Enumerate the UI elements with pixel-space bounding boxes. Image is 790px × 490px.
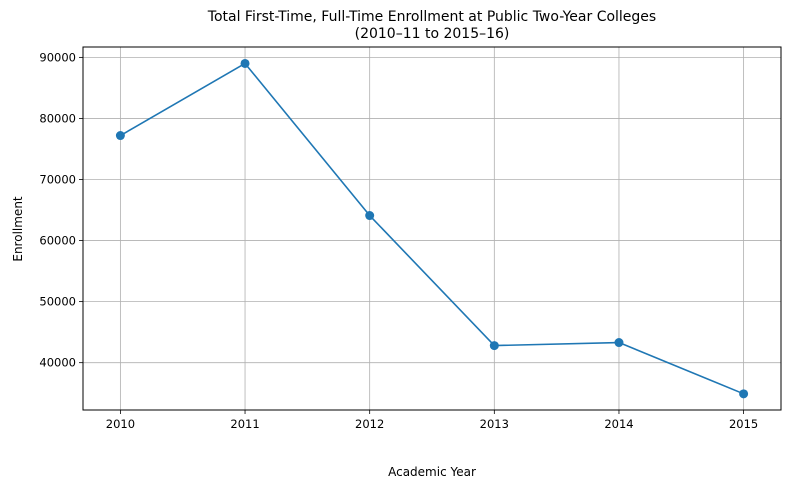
x-tick-label: 2013: [480, 417, 509, 431]
x-tick-label: 2012: [355, 417, 384, 431]
data-point: [614, 338, 624, 348]
y-tick-label: 60000: [39, 234, 76, 248]
data-point: [240, 58, 250, 68]
y-axis-label: Enrollment: [11, 196, 25, 262]
grid-lines: [83, 47, 781, 410]
data-point: [115, 131, 125, 141]
chart-title-line-2: (2010–11 to 2015–16): [355, 26, 510, 42]
data-point: [365, 211, 375, 221]
series-group: [115, 58, 749, 399]
y-tick-label: 50000: [39, 295, 76, 309]
x-tick-label: 2015: [729, 417, 758, 431]
x-tick-label: 2010: [106, 417, 135, 431]
y-tick-label: 80000: [39, 111, 76, 125]
x-axis-label: Academic Year: [388, 465, 476, 479]
data-point: [489, 341, 499, 351]
x-tick-label: 2011: [230, 417, 259, 431]
series-line: [119, 62, 744, 395]
plot-frame: [82, 46, 782, 411]
x-tick-label: 2014: [604, 417, 633, 431]
y-tick-label: 40000: [39, 356, 76, 370]
y-tick-label: 90000: [39, 50, 76, 64]
x-axis-ticks: 2010 2011 2012 2013 2014 2015: [106, 410, 758, 431]
chart-title-line-1: Total First-Time, Full-Time Enrollment a…: [207, 9, 656, 25]
data-point: [739, 389, 749, 399]
y-axis-ticks: 40000 50000 60000 70000 80000 90000: [39, 50, 83, 370]
y-tick-label: 70000: [39, 172, 76, 186]
